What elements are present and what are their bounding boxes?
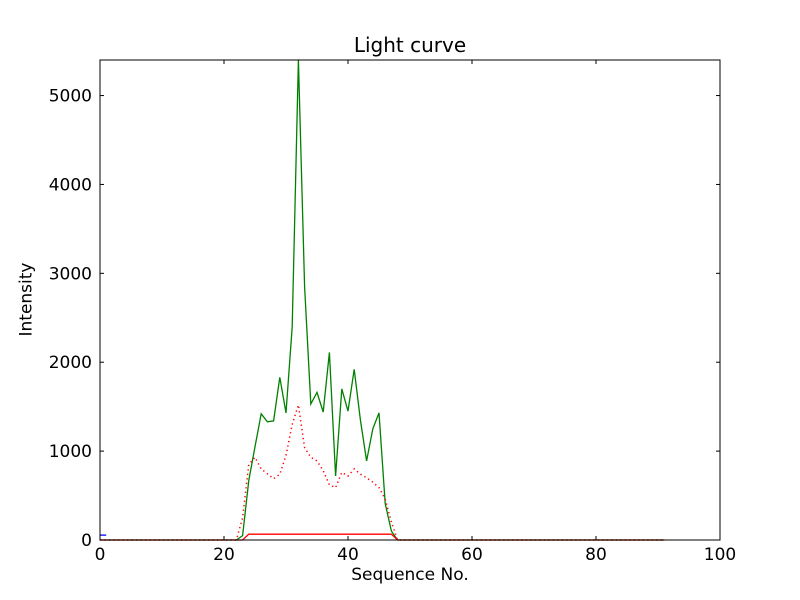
y-tick-label: 5000 <box>49 87 92 107</box>
x-tick-label: 20 <box>213 545 235 565</box>
x-tick-label: 40 <box>337 545 359 565</box>
series-green-solid <box>100 59 665 541</box>
series-red-solid <box>100 533 665 541</box>
y-tick-label: 4000 <box>49 175 92 195</box>
x-tick-label: 80 <box>585 545 607 565</box>
x-tick-label: 0 <box>95 545 106 565</box>
series-red-dotted <box>100 404 665 541</box>
chart-title: Light curve <box>353 33 467 57</box>
y-tick-label: 3000 <box>49 264 92 284</box>
y-tick-label: 2000 <box>49 353 92 373</box>
x-tick-label: 100 <box>704 545 736 565</box>
y-axis-label: Intensity <box>16 262 37 337</box>
y-tick-label: 1000 <box>49 442 92 462</box>
y-tick-label: 0 <box>81 531 92 551</box>
x-axis-label: Sequence No. <box>351 565 469 585</box>
axes-frame <box>99 59 721 541</box>
x-tick-label: 60 <box>461 545 483 565</box>
